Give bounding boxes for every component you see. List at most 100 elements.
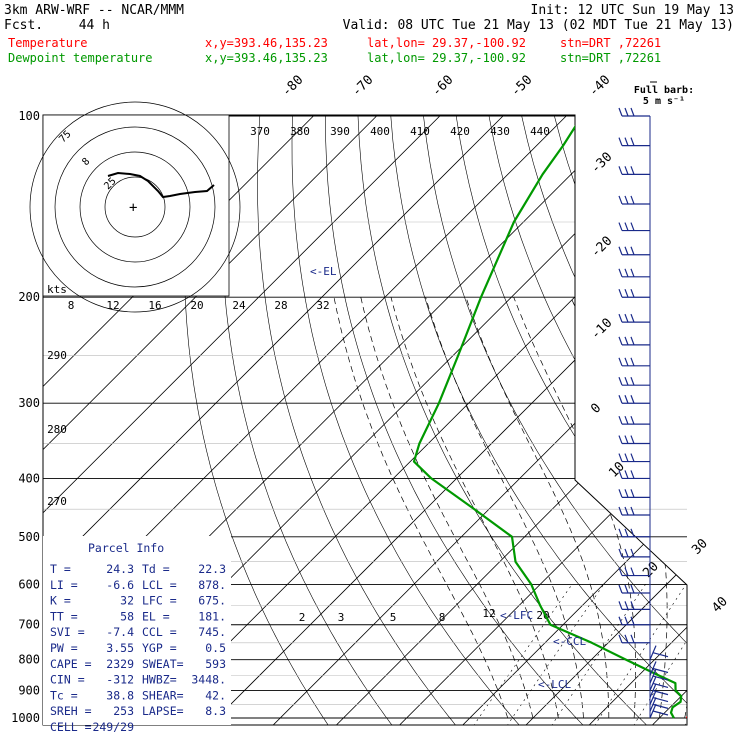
parcel-field-value: -7.4 — [106, 625, 134, 639]
pressure-tick-label: 300 — [18, 396, 40, 410]
parcel-field-label: HWBZ= — [142, 673, 177, 687]
wind-barb-flag — [624, 584, 629, 594]
wind-barb — [618, 336, 650, 346]
wind-barb-flag — [630, 195, 635, 205]
isotherm-line — [646, 115, 687, 725]
wind-barb — [618, 548, 650, 558]
parcel-field-label: LAPSE= — [142, 704, 184, 718]
mixing-ratio-line — [547, 584, 646, 725]
moist-adiabat — [710, 297, 740, 718]
wind-barb-flag — [618, 489, 623, 498]
wind-barb-flag — [624, 376, 629, 386]
wind-barb-flag — [618, 195, 623, 205]
hodograph-speed-tick: 24 — [232, 299, 246, 312]
parcel-field-label: SVI = — [50, 625, 85, 639]
wind-barb-flag — [624, 336, 629, 346]
mixing-ratio-label: 5 — [390, 611, 397, 624]
wind-barb — [618, 453, 650, 463]
wind-barb-flag — [630, 336, 635, 346]
parcel-field-value: 58 — [120, 609, 134, 623]
wind-barb — [618, 166, 650, 175]
parcel-field-label: PW = — [50, 641, 78, 655]
wind-barb-flag — [618, 222, 623, 231]
theta-label: 410 — [410, 125, 430, 138]
wind-barb-flag — [624, 470, 629, 479]
isotherm-line — [330, 115, 687, 725]
wind-barb-flag — [618, 107, 623, 117]
parcel-field-value: 8.3 — [205, 704, 226, 718]
wind-barb-flag — [624, 166, 629, 175]
wind-barb — [618, 246, 650, 256]
wind-barb-flag — [630, 528, 635, 537]
wind-barb-flag — [618, 634, 623, 643]
wind-barb — [618, 616, 650, 626]
level-markers: <-EL <-LFC <-CCL <-LCL — [310, 265, 586, 691]
wind-barb-flag — [624, 137, 629, 146]
hodograph-speed-tick: 28 — [274, 299, 287, 312]
wind-barb-flag — [630, 470, 635, 479]
hodograph-speed-tick: 32 — [316, 299, 329, 312]
wind-barb-flag — [618, 435, 623, 444]
wind-barb-flag — [630, 634, 635, 643]
wind-legend-title: Full barb: — [634, 85, 694, 96]
wind-barb-flag — [618, 137, 623, 146]
parcel-field-label: Tc = — [50, 688, 78, 702]
wind-barb-flag — [618, 313, 623, 323]
pressure-tick-label: 700 — [18, 618, 40, 632]
theta-left-label: 270 — [47, 495, 67, 508]
theta-left-label: 280 — [47, 423, 67, 436]
moist-adiabat — [465, 297, 610, 718]
parcel-field-value: 593 — [205, 657, 226, 671]
level-marker: <-LCL — [538, 678, 571, 691]
mixing-ratio-label: 2 — [299, 611, 306, 624]
pressure-tick-label: 600 — [18, 577, 40, 591]
wind-barb — [618, 634, 650, 644]
wind-barb — [618, 195, 650, 205]
legend-temperature-latlon: lat,lon= 29.37,-100.92 — [367, 36, 526, 50]
parcel-field-value: 249/29 — [92, 720, 134, 734]
wind-barb — [618, 435, 650, 445]
wind-barb-flag — [652, 710, 669, 716]
init-time: Init: 12 UTC Sun 19 May 13 — [531, 3, 735, 18]
hodograph-speed-tick: 12 — [106, 299, 119, 312]
pressure-tick-label: 100 — [18, 109, 40, 123]
theta-label: 390 — [330, 125, 350, 138]
wind-barb-flag — [618, 336, 623, 346]
forecast-label: Fcst. — [4, 18, 43, 33]
dry-adiabat — [619, 115, 687, 725]
hodograph-trace — [107, 171, 215, 199]
isotherm-line — [203, 115, 687, 725]
theta-label: 380 — [290, 125, 310, 138]
wind-barb-flag — [618, 289, 623, 298]
dry-adiabat — [718, 116, 740, 731]
parcel-field-label: YGP = — [142, 641, 177, 655]
parcel-field-label: T = — [50, 562, 71, 576]
wind-barb-flag — [624, 289, 629, 298]
pressure-tick-label: 500 — [18, 530, 40, 544]
mixing-ratio-label: 8 — [439, 611, 446, 624]
wind-barb-flag — [618, 470, 623, 479]
dry-adiabat — [488, 115, 687, 725]
isotherm-label: -30 — [588, 150, 615, 177]
isotherm-label: -60 — [429, 73, 456, 100]
wind-barb-flag — [618, 268, 623, 278]
parcel-field-label: CCL = — [142, 625, 177, 639]
wind-barb-flag — [624, 395, 629, 404]
wind-barb — [618, 107, 650, 117]
wind-barb-flag — [624, 222, 629, 231]
theta-label: 370 — [250, 125, 270, 138]
dry-adiabat — [291, 115, 525, 725]
isotherm-label: -10 — [588, 316, 615, 343]
parcel-field-label: LI = — [50, 578, 78, 592]
moist-adiabat — [638, 297, 687, 719]
parcel-field-label: SREH = — [50, 704, 92, 718]
legend-dewpoint-station: stn=DRT ,72261 — [560, 51, 661, 65]
pressure-tick-label: 1000 — [11, 711, 40, 725]
parcel-info-title: Parcel Info — [88, 541, 164, 555]
parcel-field-value: 24.3 — [106, 562, 134, 576]
wind-barb-flag — [630, 584, 635, 594]
level-marker: <-LFC — [500, 609, 533, 622]
wind-barb-flag — [630, 166, 635, 175]
isotherm-label: 40 — [709, 594, 731, 616]
wind-barb-flag — [630, 601, 635, 610]
